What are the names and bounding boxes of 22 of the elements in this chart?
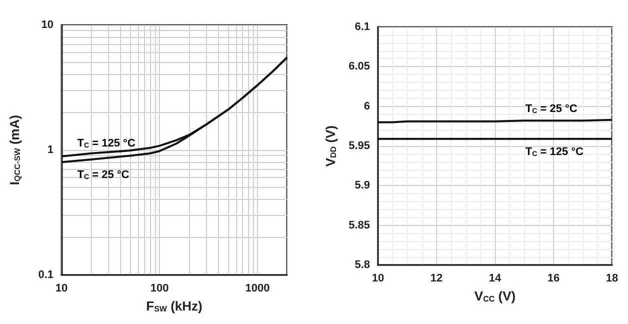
y-tick-label: 5.8 [354,259,370,271]
y-tick-label: 5.85 [348,219,370,232]
y-tick-label: 0.1 [38,269,54,281]
x-tick-label: 10 [372,272,384,284]
x-tick-label: 10 [55,282,68,294]
y-tick-label: 10 [41,19,54,31]
y-tick-label: 5.95 [348,140,370,152]
y-tick-label: 1 [47,144,54,156]
x-tick-label: 100 [150,282,169,294]
x-axis-title: VCC (V) [474,288,516,304]
y-tick-label: 5.9 [354,180,370,192]
y-tick-label: 6 [364,100,370,112]
y-tick-label: 6.1 [354,21,370,33]
x-tick-label: 1000 [245,282,270,294]
y-axis-title: IQCC-SW (mA) [7,114,22,186]
y-tick-label: 6.05 [348,60,370,73]
x-tick-label: 16 [547,272,560,284]
y-axis-title: VDD (V) [323,125,338,167]
x-axis-title: FSW (kHz) [146,298,202,314]
x-tick-label: 12 [430,272,443,284]
x-tick-label: 14 [488,272,502,284]
x-tick-label: 18 [606,272,618,284]
